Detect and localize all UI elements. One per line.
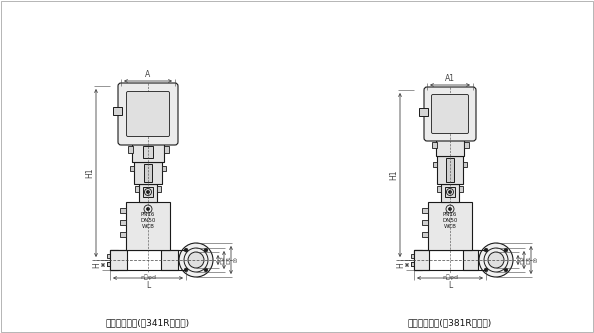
Bar <box>107 262 110 266</box>
Bar <box>162 166 166 171</box>
Text: D1: D1 <box>226 256 231 264</box>
Text: n－φd: n－φd <box>442 274 458 280</box>
Circle shape <box>179 243 213 277</box>
Bar <box>143 146 153 158</box>
Circle shape <box>188 252 204 268</box>
Bar <box>120 220 126 225</box>
Bar <box>132 142 164 162</box>
FancyBboxPatch shape <box>431 95 469 134</box>
Bar <box>161 250 178 270</box>
Circle shape <box>484 248 488 252</box>
Bar <box>441 184 459 202</box>
Bar <box>144 164 152 182</box>
FancyBboxPatch shape <box>118 83 178 145</box>
Text: PN16: PN16 <box>443 212 457 217</box>
Bar <box>428 202 472 250</box>
Text: L: L <box>146 281 150 290</box>
Circle shape <box>484 268 488 272</box>
Bar <box>459 186 463 192</box>
Bar <box>422 232 428 237</box>
Bar <box>130 166 134 171</box>
Text: D1: D1 <box>526 256 531 264</box>
Bar <box>411 262 414 266</box>
FancyBboxPatch shape <box>424 87 476 141</box>
Bar <box>463 250 478 270</box>
Circle shape <box>504 248 508 252</box>
Bar <box>422 208 428 213</box>
Bar <box>411 254 414 258</box>
Text: A1: A1 <box>445 74 455 83</box>
Text: n－φd: n－φd <box>140 274 156 280</box>
Bar <box>437 156 463 184</box>
Bar <box>134 162 162 184</box>
Text: H1: H1 <box>389 170 398 180</box>
Bar <box>463 162 467 167</box>
Bar <box>120 208 126 213</box>
Circle shape <box>448 190 451 193</box>
Text: A: A <box>146 70 151 79</box>
Circle shape <box>204 248 208 252</box>
Bar <box>164 146 169 153</box>
Text: H: H <box>92 262 101 268</box>
Circle shape <box>204 268 208 272</box>
Bar <box>436 138 464 156</box>
Circle shape <box>448 207 451 210</box>
Circle shape <box>147 190 150 193</box>
Bar <box>157 186 161 192</box>
Text: H: H <box>396 262 405 268</box>
Circle shape <box>184 248 188 252</box>
Circle shape <box>488 252 504 268</box>
Circle shape <box>147 207 150 210</box>
Circle shape <box>504 268 508 272</box>
Bar <box>446 158 454 182</box>
Text: L: L <box>448 281 452 290</box>
Text: D2: D2 <box>520 255 525 264</box>
FancyBboxPatch shape <box>127 92 169 137</box>
Text: DN50: DN50 <box>443 218 458 223</box>
Bar <box>135 186 139 192</box>
Bar <box>107 262 110 266</box>
Bar <box>414 250 422 270</box>
Bar <box>464 142 469 148</box>
Bar <box>414 250 429 270</box>
Bar <box>110 250 118 270</box>
Bar <box>432 142 437 148</box>
Bar <box>143 187 153 197</box>
Text: WCB: WCB <box>141 224 154 229</box>
Circle shape <box>184 268 188 272</box>
Text: WCB: WCB <box>444 224 456 229</box>
Text: H1: H1 <box>85 168 94 178</box>
Bar <box>113 107 122 115</box>
Bar <box>422 220 428 225</box>
Bar <box>107 254 110 258</box>
Bar <box>139 184 157 202</box>
Bar <box>433 162 437 167</box>
Bar <box>445 187 455 197</box>
Bar <box>110 250 127 270</box>
Text: 电动防爆球阀(配381R执行器): 电动防爆球阀(配381R执行器) <box>408 318 492 327</box>
Bar <box>411 262 414 266</box>
Text: PN16: PN16 <box>141 212 155 217</box>
Text: D: D <box>533 257 538 262</box>
Text: 电动防爆球阀(配341R执行器): 电动防爆球阀(配341R执行器) <box>106 318 190 327</box>
Text: D2: D2 <box>220 255 225 264</box>
Bar <box>419 108 428 116</box>
Bar <box>126 202 170 250</box>
Bar <box>120 232 126 237</box>
Bar <box>437 186 441 192</box>
Circle shape <box>479 243 513 277</box>
Text: D: D <box>233 257 238 262</box>
Bar <box>128 146 133 153</box>
Text: DN50: DN50 <box>140 218 156 223</box>
